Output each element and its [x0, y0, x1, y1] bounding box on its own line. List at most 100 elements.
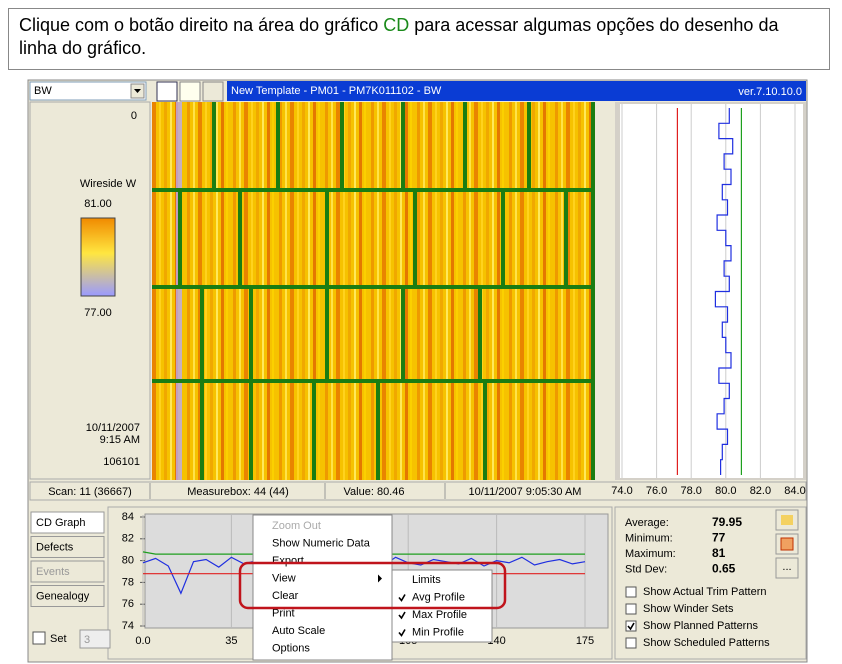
submenu-arrow [378, 574, 382, 583]
y-tick-label: 74 [122, 620, 134, 632]
menu-item[interactable]: Clear [272, 590, 299, 602]
panel-buttons: ... [775, 509, 799, 579]
instruction-text: Clique com o botão direito na área do gr… [19, 15, 384, 35]
x-tick-label: 0.0 [135, 635, 150, 647]
status-text: Value: 80.46 [344, 486, 405, 498]
y-tick-label: 78 [122, 576, 134, 588]
x-tick-label: 74.0 [611, 485, 632, 497]
option-label: Show Actual Trim Pattern [643, 586, 767, 598]
stat-label: Std Dev: [625, 563, 667, 575]
more-button-text: ... [782, 561, 791, 573]
profile-plot [620, 104, 803, 478]
stat-label: Average: [625, 517, 669, 529]
submenu-item[interactable]: Max Profile [412, 609, 467, 621]
stat-value: 79.95 [712, 515, 742, 529]
instruction: Clique com o botão direito na área do gr… [8, 8, 830, 70]
stat-label: Minimum: [625, 532, 673, 544]
heatmap [152, 102, 595, 480]
tab-label: CD Graph [36, 517, 86, 529]
y-tick-label: 84 [122, 511, 134, 523]
icon [780, 537, 794, 551]
stat-label: Maximum: [625, 548, 676, 560]
submenu-item[interactable]: Min Profile [412, 626, 464, 638]
menu-box [252, 514, 393, 661]
map-label: 0 [131, 110, 137, 122]
window-title: New Template - PM01 - PM7K011102 - BW [231, 85, 442, 97]
submenu-item[interactable]: Avg Profile [412, 591, 465, 603]
status-text: Scan: 11 (36667) [48, 486, 132, 498]
set-checkbox[interactable] [32, 631, 46, 645]
tab-label: Defects [36, 541, 74, 553]
tab-button[interactable] [30, 536, 105, 558]
menu-item[interactable]: Show Numeric Data [272, 537, 371, 549]
version: ver.7.10.10.0 [738, 86, 802, 98]
check-mark [398, 611, 406, 620]
status-text: 10/11/2007 9:05:30 AM [469, 486, 582, 498]
option-checkbox[interactable] [625, 620, 637, 632]
menu-item: Zoom Out [272, 520, 321, 532]
x-tick-label: 76.0 [646, 485, 667, 497]
menu-item[interactable]: Print [272, 607, 295, 619]
x-tick-label: 80.0 [715, 485, 736, 497]
option-label: Show Scheduled Patterns [643, 637, 770, 649]
stat-value: 0.65 [712, 562, 736, 576]
set-label: Set [50, 633, 67, 645]
option-label: Show Winder Sets [643, 603, 734, 615]
x-tick-label: 35 [225, 635, 237, 647]
menu-item[interactable]: Options [272, 642, 310, 654]
menu-item[interactable]: View [272, 572, 296, 584]
x-tick-label: 78.0 [680, 485, 701, 497]
highlight [238, 561, 507, 610]
option-label: Show Planned Patterns [643, 620, 758, 632]
y-tick-label: 76 [122, 598, 134, 610]
status-bar [29, 481, 807, 501]
stat-value: 77 [712, 531, 726, 545]
selector-text: BW [34, 85, 52, 97]
map-label: 77.00 [84, 307, 112, 319]
color-bar [80, 217, 116, 297]
heatmap-stripe [176, 102, 182, 480]
check-mark [398, 594, 406, 602]
selector[interactable] [29, 81, 147, 101]
instruction-text: para acessar algumas opções do desenho d… [19, 15, 779, 58]
tab-button[interactable] [30, 511, 105, 534]
set-value: 3 [84, 634, 90, 646]
tool-button[interactable] [202, 81, 224, 102]
menu-item[interactable]: Auto Scale [272, 625, 325, 637]
x-tick-label: 82.0 [750, 485, 771, 497]
check-mark [627, 622, 635, 631]
context-menu: Zoom Out Show Numeric Data Export View Clear… [252, 514, 493, 661]
submenu-box [391, 569, 493, 643]
tab-button[interactable] [30, 560, 105, 583]
icon [781, 515, 793, 525]
x-tick-label: 84.0 [784, 485, 805, 497]
submenu-item[interactable]: Limits [412, 574, 441, 586]
option-checkbox[interactable] [625, 586, 637, 598]
map-label: 9:15 AM [100, 434, 140, 446]
map-label: Wireside W [80, 178, 137, 190]
map-label: 10/11/2007 [86, 422, 140, 434]
tab-label: Genealogy [36, 590, 90, 602]
map-label: 81.00 [84, 198, 112, 210]
stats-panel [614, 506, 807, 660]
option-checkbox[interactable] [625, 603, 637, 615]
set-spinner[interactable] [79, 629, 111, 649]
option-checkbox[interactable] [625, 637, 637, 649]
stat-value: 81 [712, 546, 726, 560]
y-tick-label: 82 [122, 533, 134, 545]
tool-button[interactable] [156, 81, 178, 102]
arrow [134, 89, 141, 93]
title-bar [227, 81, 806, 101]
more-button[interactable] [775, 557, 799, 579]
heatmap-area [152, 102, 595, 480]
menu-item[interactable]: Export [272, 555, 304, 567]
tool-button[interactable] [179, 81, 201, 102]
check-mark [398, 629, 406, 637]
x-tick-label: 175 [576, 635, 594, 647]
profile-line [714, 108, 734, 475]
tab-label: Events [36, 566, 70, 578]
reel-grid [152, 102, 595, 480]
tab-button[interactable] [30, 585, 105, 607]
